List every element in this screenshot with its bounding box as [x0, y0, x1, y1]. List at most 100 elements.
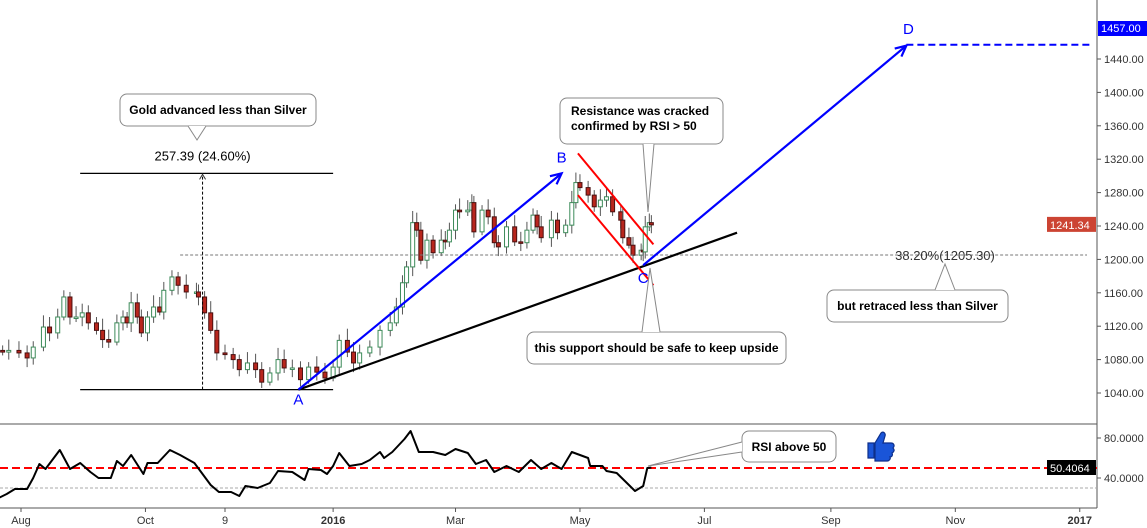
- time-tick-label: May: [570, 515, 591, 527]
- price-tick-label: 1040.00: [1104, 388, 1144, 400]
- candle: [438, 229, 444, 257]
- candle-body-down: [134, 302, 140, 318]
- candle-body-down: [610, 196, 616, 213]
- price-tick-label: 1400.00: [1104, 87, 1144, 99]
- candle-body-down: [620, 219, 626, 239]
- candle-body-down: [485, 209, 491, 218]
- candle: [289, 359, 295, 378]
- candle-body-down: [93, 322, 99, 331]
- callout-box: [119, 93, 317, 127]
- price-tick-label: 1200.00: [1104, 254, 1144, 266]
- candle: [424, 233, 430, 269]
- price-tick-label: 1080.00: [1104, 355, 1144, 367]
- candle-body-down: [495, 242, 501, 248]
- candle-body-down: [344, 339, 350, 353]
- candle: [404, 261, 410, 288]
- candle: [585, 180, 591, 203]
- candle-body-up: [244, 362, 250, 371]
- time-tick-label: Aug: [11, 515, 31, 527]
- candle: [418, 221, 424, 265]
- candle: [175, 271, 181, 295]
- candle: [534, 210, 540, 235]
- candle: [85, 305, 91, 330]
- candle: [214, 320, 220, 361]
- candle-body-down: [124, 316, 130, 324]
- candle: [138, 309, 144, 338]
- price-tick-label: 1240.00: [1104, 221, 1144, 233]
- candle-body-up: [357, 352, 363, 364]
- candle-body-up: [438, 239, 444, 254]
- candle-body-down: [100, 329, 106, 341]
- candle: [106, 329, 112, 348]
- candle: [202, 291, 208, 319]
- candle-body-up: [573, 182, 579, 204]
- callout-text: this support should be safe to keep upsi…: [534, 341, 778, 355]
- candle-body-up: [161, 289, 167, 313]
- candle-body-down: [16, 349, 22, 354]
- measure-label: 257.39 (24.60%): [154, 148, 250, 163]
- candle-body-up: [387, 322, 393, 331]
- candle-body-down: [442, 239, 448, 243]
- candle: [40, 315, 46, 352]
- candle: [275, 347, 281, 381]
- candle-body-up: [465, 209, 471, 213]
- candle-body-down: [322, 371, 328, 379]
- candle: [61, 290, 67, 321]
- candle-body-down: [183, 284, 189, 293]
- candle-body-up: [603, 196, 609, 201]
- candle-body-up: [61, 296, 67, 318]
- candle: [79, 303, 85, 327]
- candle-body-down: [175, 276, 181, 286]
- candle-body-down: [414, 222, 420, 231]
- candle: [24, 345, 30, 368]
- axes: 1040.00 1080.00 1120.00 1160.00 1200.00 1240.…: [11, 21, 1147, 527]
- fib-label: 38.20%(1205.30): [895, 248, 995, 263]
- candle-body-up: [642, 226, 648, 253]
- candle-body-down: [618, 211, 624, 221]
- candle-body-down: [555, 219, 561, 234]
- time-tick-label: Nov: [946, 515, 966, 527]
- price-tick-label: 1120.00: [1104, 321, 1143, 333]
- callout-pointer: [187, 125, 207, 141]
- candle-body-down: [418, 229, 424, 261]
- candle-body-up: [114, 322, 120, 343]
- candle: [577, 174, 583, 191]
- candle: [169, 270, 175, 296]
- candle-body-up: [479, 209, 485, 233]
- candle: [465, 200, 471, 216]
- candle: [124, 312, 130, 328]
- candle: [642, 215, 648, 259]
- wave-arrowhead: [549, 171, 564, 185]
- candle: [367, 340, 373, 358]
- candle-body-down: [138, 316, 144, 334]
- callout-pointer: [642, 143, 655, 213]
- thumbs-up-icon: [867, 431, 895, 462]
- time-tick-label: 9: [222, 515, 228, 527]
- candle: [471, 195, 477, 238]
- candle-body-up: [597, 199, 603, 208]
- candle: [267, 367, 273, 386]
- candle: [0, 345, 6, 356]
- candle-body-down: [236, 359, 242, 371]
- candle-body-down: [297, 367, 303, 381]
- candle: [144, 311, 150, 342]
- wave-line: [642, 44, 908, 267]
- candlesticks: [0, 172, 654, 388]
- candle: [67, 291, 73, 325]
- candle-body-up: [30, 346, 36, 359]
- rsi-tick-label: 80.0000: [1104, 433, 1144, 445]
- candle: [442, 231, 448, 250]
- candle: [377, 325, 383, 356]
- candle-body-up: [399, 282, 405, 308]
- candle-body-down: [0, 349, 6, 353]
- callout-text: Gold advanced less than Silver: [129, 103, 307, 117]
- candle: [161, 281, 167, 320]
- candle-body-down: [314, 366, 320, 373]
- candle-body-up: [144, 316, 150, 334]
- time-tick-label: Oct: [137, 515, 154, 527]
- measure-arrowhead: [199, 173, 206, 180]
- candle-body-up: [151, 306, 157, 318]
- candle-body-up: [569, 202, 575, 226]
- callout-text: confirmed by RSI > 50: [571, 119, 697, 133]
- candle-body-up: [524, 229, 530, 244]
